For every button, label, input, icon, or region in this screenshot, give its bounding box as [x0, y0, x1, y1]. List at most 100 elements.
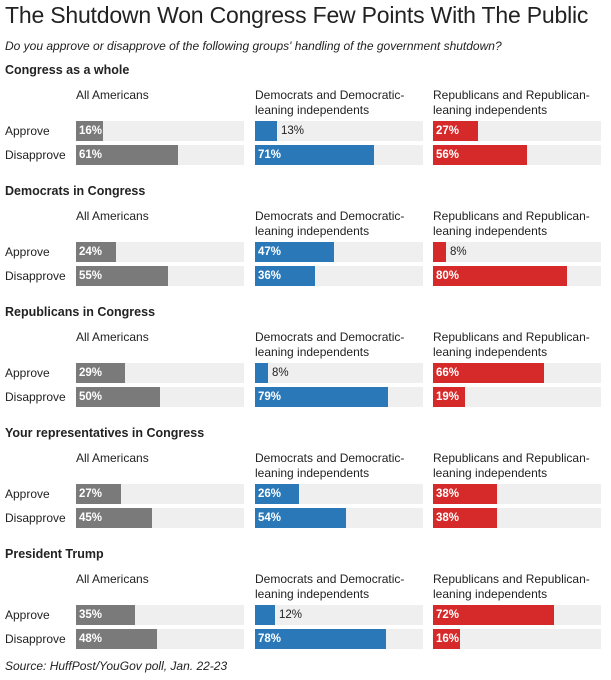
- bar-rep-disapprove: [433, 387, 465, 407]
- bar-value-label: 54%: [258, 512, 282, 524]
- column-header: All Americans: [76, 209, 149, 223]
- bar-track: 47%: [255, 242, 423, 262]
- bar-all-disapprove: [76, 508, 152, 528]
- row-label-approve: Approve: [5, 366, 50, 380]
- bar-track: 61%: [76, 145, 244, 165]
- column-header: All Americans: [76, 88, 149, 102]
- column-header: Republicans and Republican-leaning indep…: [433, 88, 590, 117]
- bar-value-label: 71%: [258, 149, 282, 161]
- bar-value-label: 12%: [279, 609, 303, 621]
- bar-dem-disapprove: [255, 508, 346, 528]
- group-title: Congress as a whole: [5, 63, 130, 77]
- column-header: Democrats and Democratic-leaning indepen…: [255, 572, 405, 601]
- bar-dem-disapprove: [255, 629, 386, 649]
- chart-subtitle: Do you approve or disapprove of the foll…: [5, 39, 502, 53]
- column-header: Republicans and Republican-leaning indep…: [433, 330, 590, 359]
- bar-dem-approve: [255, 363, 268, 383]
- bar-value-label: 26%: [258, 488, 282, 500]
- row-label-disapprove: Disapprove: [5, 148, 66, 162]
- bar-dem-approve: [255, 605, 275, 625]
- row-label-approve: Approve: [5, 487, 50, 501]
- bar-rep-approve: [433, 605, 554, 625]
- row-label-disapprove: Disapprove: [5, 390, 66, 404]
- column-header: All Americans: [76, 572, 149, 586]
- bar-all-approve: [76, 484, 121, 504]
- bar-value-label: 8%: [272, 367, 289, 379]
- bar-track: 38%: [433, 508, 601, 528]
- bar-track: 36%: [255, 266, 423, 286]
- bar-value-label: 35%: [79, 609, 103, 621]
- bar-track: 66%: [433, 363, 601, 383]
- bar-value-label: 50%: [79, 391, 103, 403]
- bar-track: 29%: [76, 363, 244, 383]
- bar-value-label: 38%: [436, 488, 460, 500]
- bar-value-label: 36%: [258, 270, 282, 282]
- bar-track: 79%: [255, 387, 423, 407]
- row-label-disapprove: Disapprove: [5, 511, 66, 525]
- bar-all-approve: [76, 363, 125, 383]
- bar-track: 16%: [76, 121, 244, 141]
- bar-track: 13%: [255, 121, 423, 141]
- column-header: Republicans and Republican-leaning indep…: [433, 451, 590, 480]
- column-header: All Americans: [76, 330, 149, 344]
- bar-track: 72%: [433, 605, 601, 625]
- bar-value-label: 55%: [79, 270, 103, 282]
- bar-value-label: 13%: [281, 125, 305, 137]
- bar-value-label: 66%: [436, 367, 460, 379]
- bar-track: 8%: [255, 363, 423, 383]
- bar-all-disapprove: [76, 629, 157, 649]
- bar-track: 80%: [433, 266, 601, 286]
- bar-dem-disapprove: [255, 145, 374, 165]
- bar-dem-disapprove: [255, 387, 388, 407]
- bar-all-disapprove: [76, 266, 168, 286]
- bar-rep-disapprove: [433, 508, 497, 528]
- row-label-approve: Approve: [5, 124, 50, 138]
- bar-track: 48%: [76, 629, 244, 649]
- bar-track: 38%: [433, 484, 601, 504]
- bar-value-label: 38%: [436, 512, 460, 524]
- bar-all-disapprove: [76, 145, 178, 165]
- bar-track: 56%: [433, 145, 601, 165]
- bar-rep-disapprove: [433, 266, 567, 286]
- row-label-disapprove: Disapprove: [5, 632, 66, 646]
- group-title: Republicans in Congress: [5, 305, 156, 319]
- bar-track: 35%: [76, 605, 244, 625]
- bar-dem-approve: [255, 484, 299, 504]
- bar-value-label: 78%: [258, 633, 282, 645]
- bar-rep-approve: [433, 484, 497, 504]
- column-header: Democrats and Democratic-leaning indepen…: [255, 451, 405, 480]
- bar-value-label: 29%: [79, 367, 103, 379]
- bar-value-label: 61%: [79, 149, 103, 161]
- bar-rep-disapprove: [433, 629, 460, 649]
- bar-value-label: 16%: [79, 125, 103, 137]
- bar-value-label: 19%: [436, 391, 460, 403]
- bar-all-approve: [76, 605, 135, 625]
- row-label-approve: Approve: [5, 608, 50, 622]
- bar-track: 24%: [76, 242, 244, 262]
- column-header: Democrats and Democratic-leaning indepen…: [255, 330, 405, 359]
- bar-value-label: 56%: [436, 149, 460, 161]
- bar-all-approve: [76, 242, 116, 262]
- bar-value-label: 27%: [436, 125, 460, 137]
- column-header: Republicans and Republican-leaning indep…: [433, 572, 590, 601]
- bar-track: 16%: [433, 629, 601, 649]
- column-header: Democrats and Democratic-leaning indepen…: [255, 88, 405, 117]
- group-title: President Trump: [5, 547, 104, 561]
- bar-rep-disapprove: [433, 145, 527, 165]
- bar-value-label: 79%: [258, 391, 282, 403]
- bar-all-disapprove: [76, 387, 160, 407]
- bar-track: 45%: [76, 508, 244, 528]
- row-label-approve: Approve: [5, 245, 50, 259]
- group-title: Democrats in Congress: [5, 184, 146, 198]
- chart-source: Source: HuffPost/YouGov poll, Jan. 22-23: [5, 659, 228, 673]
- bar-rep-approve: [433, 121, 478, 141]
- bar-value-label: 16%: [436, 633, 460, 645]
- column-header: Republicans and Republican-leaning indep…: [433, 209, 590, 238]
- bar-value-label: 45%: [79, 512, 103, 524]
- bar-rep-approve: [433, 242, 446, 262]
- bar-value-label: 24%: [79, 246, 103, 258]
- row-label-disapprove: Disapprove: [5, 269, 66, 283]
- bar-dem-approve: [255, 121, 277, 141]
- bar-track: 55%: [76, 266, 244, 286]
- bar-track: 50%: [76, 387, 244, 407]
